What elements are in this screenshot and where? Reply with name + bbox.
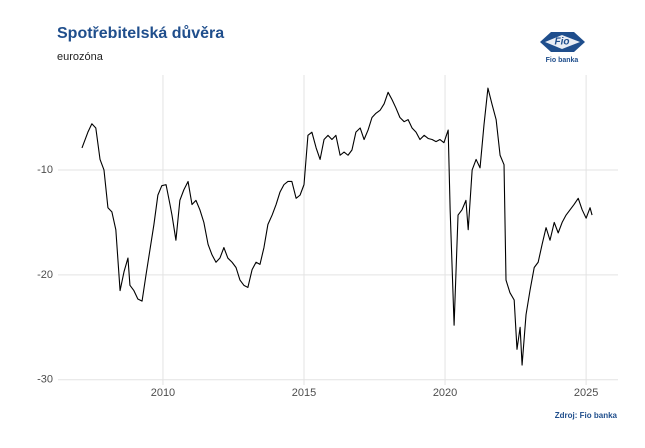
x-tick-label: 2010 <box>151 387 175 399</box>
logo-name: Fio banka <box>546 57 579 64</box>
chart-title: Spotřebitelská důvěra <box>57 25 224 42</box>
logo-diamond <box>545 35 580 49</box>
y-tick-label: -20 <box>37 269 53 281</box>
y-tick-label: -30 <box>37 374 53 386</box>
x-tick-label: 2020 <box>433 387 457 399</box>
x-tick-label: 2025 <box>574 387 598 399</box>
y-tick-label: -10 <box>37 164 53 176</box>
x-tick-label: 2015 <box>292 387 316 399</box>
chart-subtitle: eurozóna <box>57 51 104 63</box>
logo-mark: Fio <box>555 37 570 48</box>
data-line <box>81 87 593 366</box>
source: Zdroj: Fio banka <box>555 411 618 420</box>
plot-area: -10 -20 -30 2010 2015 2020 2025 <box>37 75 618 399</box>
logo: Fio Fio banka <box>540 32 585 64</box>
